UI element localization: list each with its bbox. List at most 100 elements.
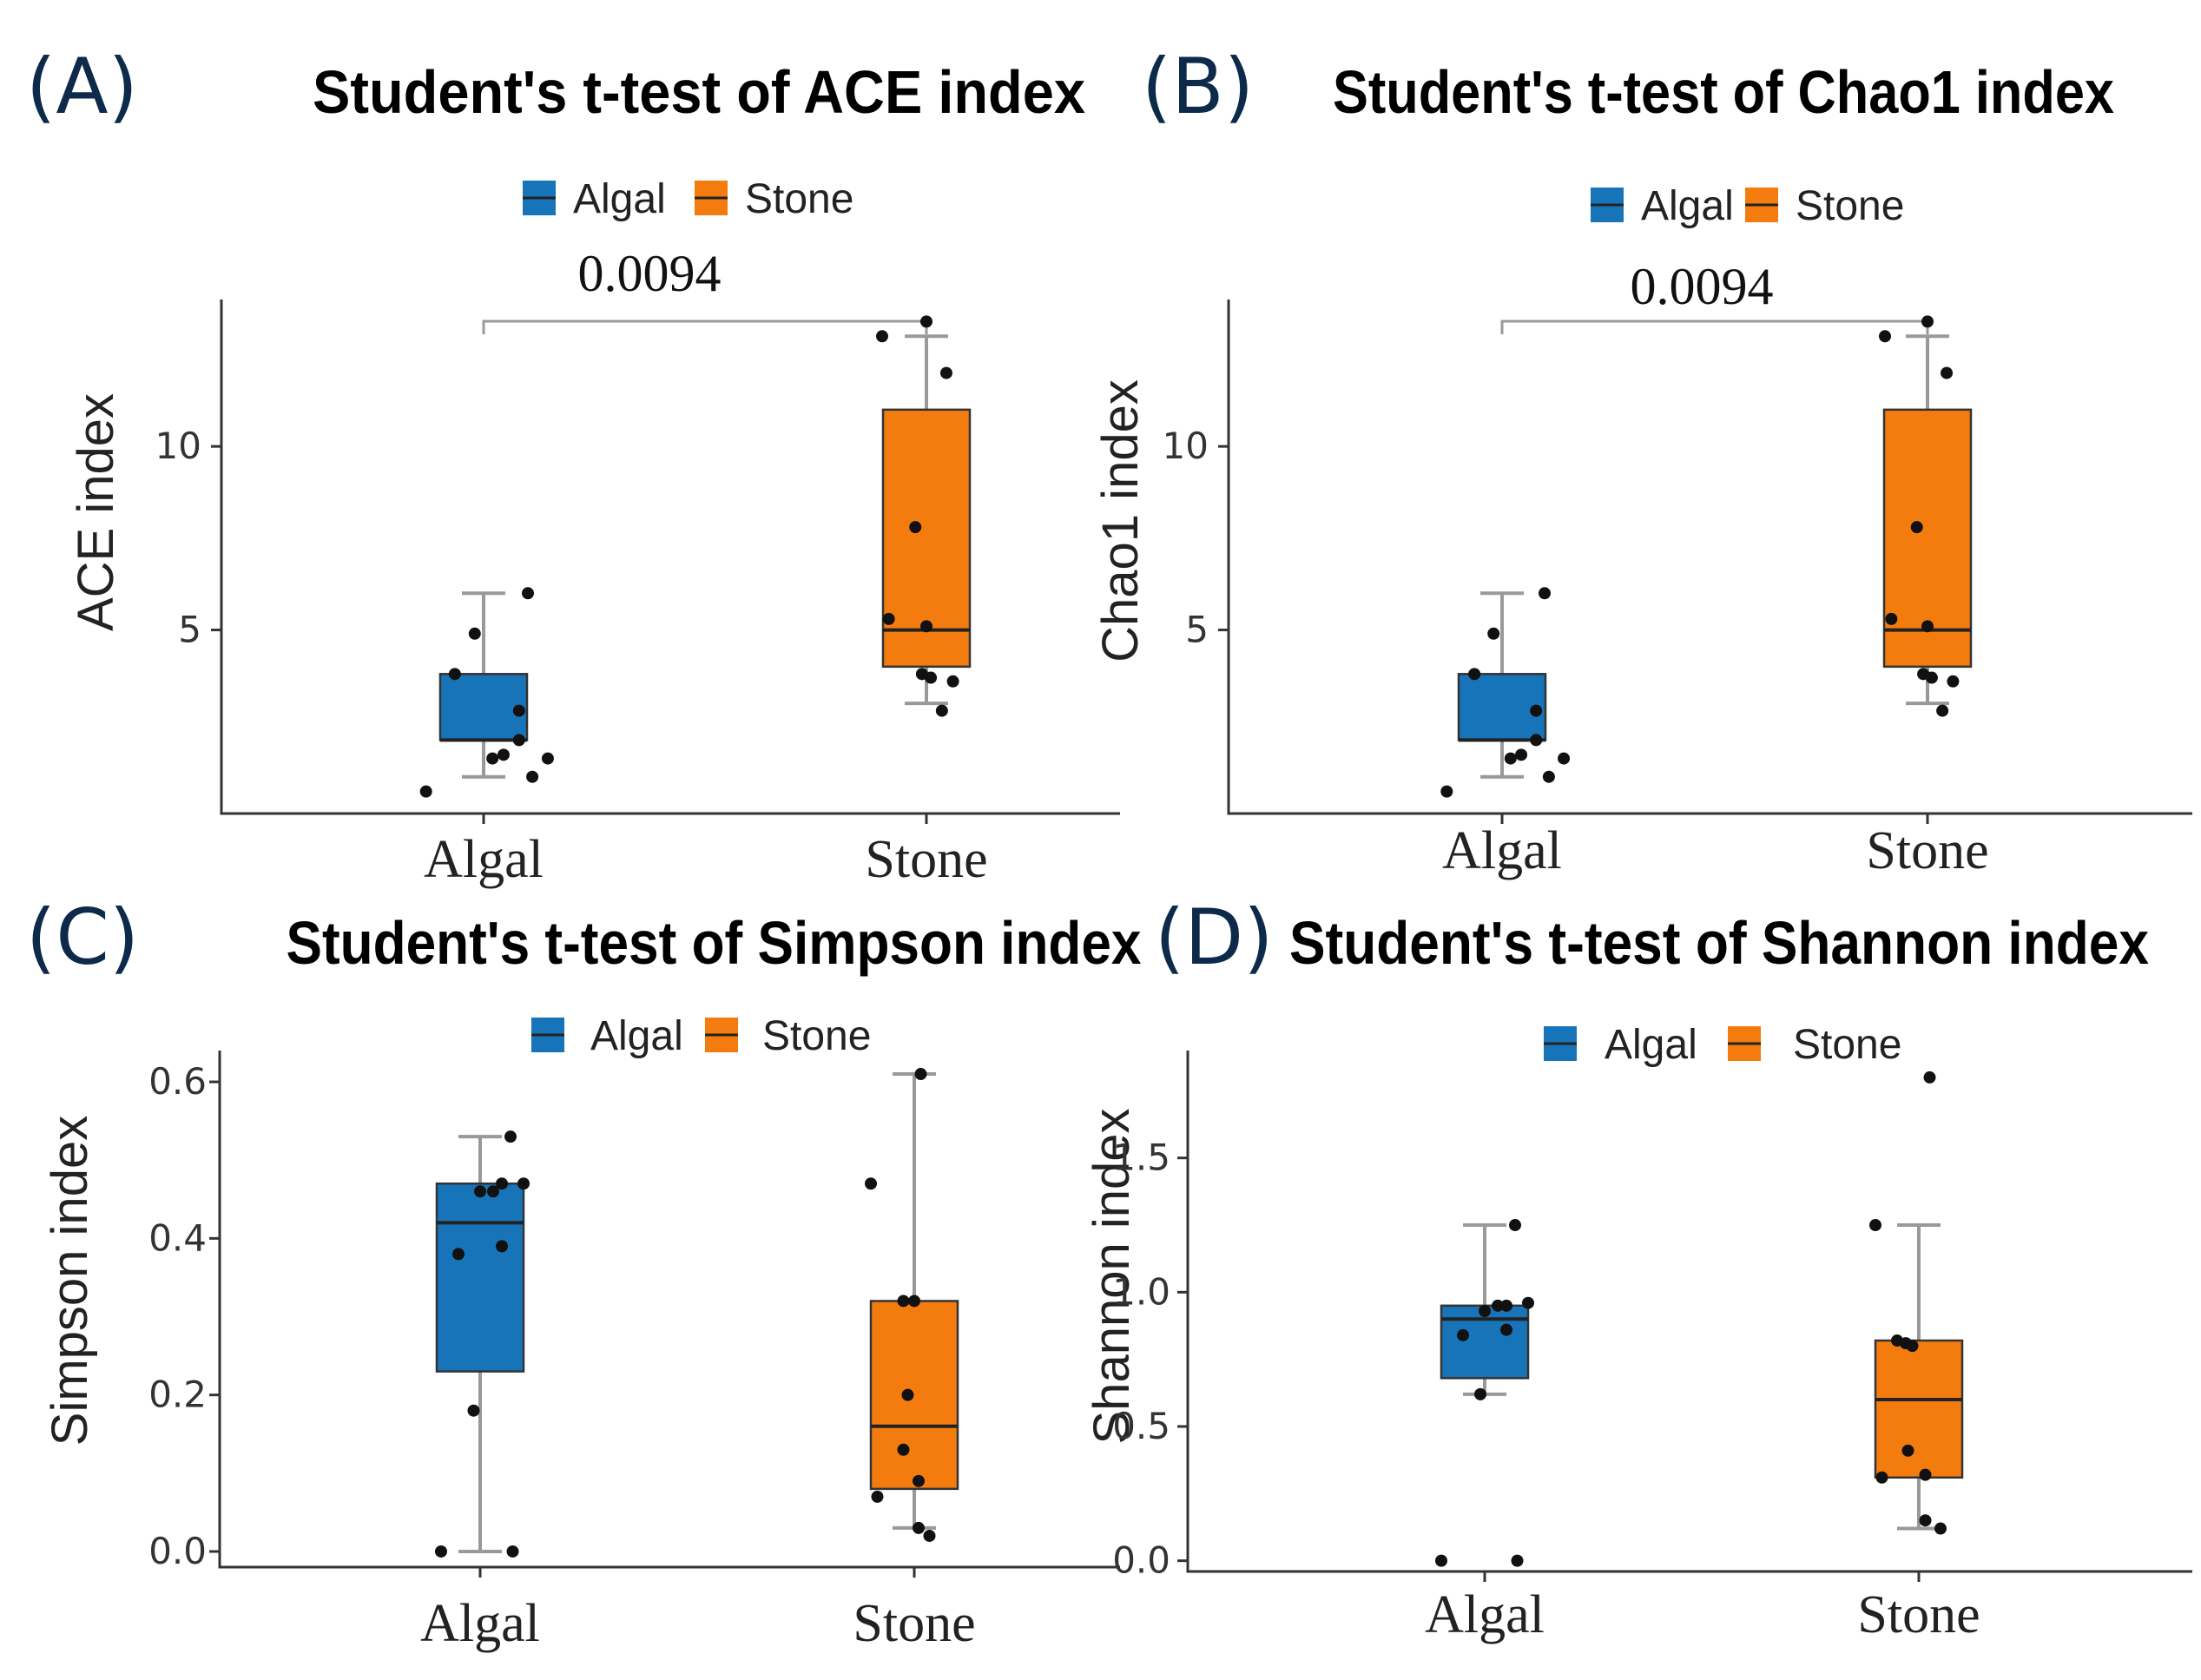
data-point [1921,620,1934,633]
data-point [1558,752,1571,765]
data-point [1869,1219,1881,1232]
data-point [865,1177,877,1190]
x-tick-label: Algal [1442,821,1562,880]
panel-d: (D) Student's t-test of Shannon index Al… [1084,893,2192,1644]
x-tick-label: Stone [1857,1585,1980,1644]
data-point [512,704,525,717]
panel-a-title: Student's t-test of ACE index [313,58,1085,126]
panel-b-legend-algal-label: Algal [1641,183,1734,229]
data-point [522,587,534,600]
panel-d-y-axis-label: Shannon index [1084,1109,1140,1445]
x-tick-label: Stone [1866,821,1988,880]
y-tick-label: 10 [1163,425,1209,467]
panel-b-legend: Algal Stone [1591,183,1904,229]
panel-d-title: Student's t-test of Shannon index [1289,909,2149,977]
panel-c-y-axis-label: Simpson index [42,1116,98,1446]
panel-c-title: Student's t-test of Simpson index [287,909,1142,977]
panel-d-plot: 0.0 0.5 1.0 1.5 Algal Stone [1112,1051,2192,1644]
data-point [1435,1554,1447,1567]
data-point [452,1248,465,1261]
panel-b-plot: 5 10 Algal Stone [1163,300,2192,880]
data-point [1530,734,1543,747]
panel-b-legend-stone-label: Stone [1796,183,1904,229]
panel-b-pvalue: 0.0094 [1631,258,1774,315]
data-point [497,748,510,761]
data-point [487,1185,499,1198]
panel-b-tag: (B) [1142,42,1254,131]
x-tick-label: Algal [1425,1585,1545,1644]
data-point [468,627,481,640]
data-point [1468,668,1481,681]
data-point [1919,1468,1932,1481]
data-point [1934,1522,1947,1535]
panel-c-legend-stone-label: Stone [762,1013,871,1059]
data-point [1900,1337,1912,1350]
data-point [541,752,554,765]
data-point [486,752,499,765]
data-point [1919,1514,1932,1527]
data-point [913,1474,925,1487]
data-point [920,315,932,328]
box-algal [438,673,529,741]
data-point [506,1545,519,1558]
data-point [1522,1296,1534,1309]
data-point [467,1404,480,1417]
panel-b-title: Student's t-test of Chao1 index [1333,58,2114,126]
data-point [897,1443,910,1456]
x-tick-label: Stone [865,830,987,889]
y-tick-label: 10 [155,425,201,467]
data-point [1509,1219,1521,1232]
data-point [517,1177,530,1190]
panel-c: (C) Student's t-test of Simpson index Al… [26,893,1142,1653]
data-point [1500,1323,1512,1336]
box-algal [435,1183,525,1373]
panel-d-legend-algal-label: Algal [1605,1022,1697,1068]
data-point [1923,1071,1936,1084]
panel-c-legend-algal-label: Algal [590,1013,683,1059]
data-point [448,668,461,681]
data-point [923,1529,936,1542]
data-point [897,1295,910,1308]
data-point [882,612,895,625]
data-point [1947,675,1960,688]
panel-a-tag: (A) [26,42,138,131]
y-tick-label: 0.2 [148,1374,207,1416]
data-point [1440,785,1453,798]
data-point [1500,1299,1512,1312]
data-point [909,521,922,534]
y-tick-label: 1.5 [1112,1136,1170,1179]
panel-b-y-axis-label: Chao1 index [1092,379,1149,662]
data-point [1542,770,1555,783]
y-tick-label: 5 [178,609,201,651]
data-point [1515,748,1528,761]
panel-c-plot: 0.0 0.2 0.4 0.6 Algal Stone [148,1051,1120,1653]
data-point [1487,627,1500,640]
panel-c-legend: Algal Stone [531,1013,871,1059]
box-algal [1457,673,1547,741]
data-point [1875,1471,1888,1484]
data-point [1941,366,1954,379]
data-point [1917,668,1930,681]
data-point [512,734,525,747]
panel-c-tag: (C) [26,893,139,982]
panel-d-legend: Algal Stone [1544,1022,1901,1068]
box-stone [1874,1339,1964,1479]
y-tick-label: 0.0 [1112,1539,1170,1582]
data-point [435,1545,447,1558]
data-point [871,1490,884,1503]
data-point [914,1068,927,1081]
axis-lines [220,300,1120,815]
data-point [1885,612,1898,625]
axis-lines [1186,1051,2192,1573]
data-point [1530,704,1543,717]
box-stone [869,1300,959,1491]
data-point [1492,1299,1504,1312]
panel-d-tag: (D) [1155,893,1273,982]
x-tick-label: Algal [420,1594,540,1653]
data-point [1936,704,1949,717]
data-point [913,1521,925,1534]
axis-lines [218,1051,1120,1569]
data-point [876,330,888,343]
data-point [1474,1387,1486,1400]
data-point [946,675,959,688]
